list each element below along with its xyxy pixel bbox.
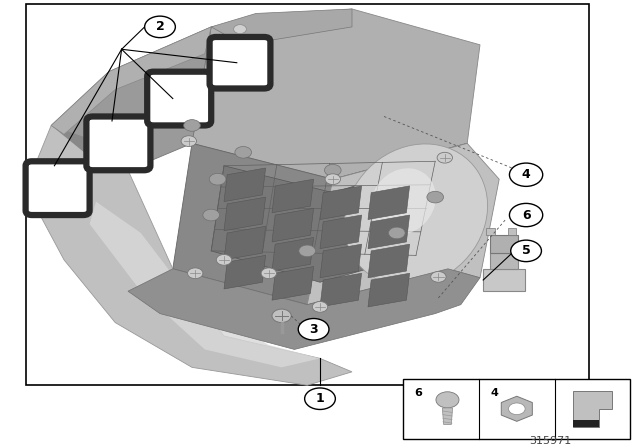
Polygon shape (573, 420, 599, 426)
Polygon shape (192, 9, 480, 179)
Circle shape (325, 174, 340, 185)
Circle shape (209, 173, 226, 185)
Polygon shape (320, 273, 362, 307)
Text: 6: 6 (415, 388, 422, 398)
Circle shape (235, 146, 252, 158)
Text: 4: 4 (490, 388, 499, 398)
Polygon shape (224, 226, 266, 260)
Circle shape (203, 209, 220, 221)
Circle shape (299, 245, 316, 257)
Polygon shape (272, 179, 314, 213)
Polygon shape (224, 168, 266, 202)
FancyBboxPatch shape (210, 37, 270, 89)
Polygon shape (573, 391, 612, 426)
Bar (490, 253, 518, 269)
Polygon shape (51, 27, 211, 134)
Circle shape (511, 240, 541, 262)
Text: 5: 5 (522, 244, 531, 258)
Polygon shape (368, 215, 410, 249)
Polygon shape (272, 208, 314, 242)
Text: 3: 3 (309, 323, 318, 336)
Circle shape (436, 392, 459, 408)
Circle shape (261, 268, 276, 279)
Polygon shape (368, 273, 410, 307)
FancyBboxPatch shape (220, 46, 260, 80)
Polygon shape (26, 125, 352, 385)
Circle shape (427, 191, 444, 203)
Circle shape (324, 164, 341, 176)
Bar (490, 235, 518, 253)
Polygon shape (224, 255, 266, 289)
Circle shape (509, 163, 543, 186)
Circle shape (312, 302, 328, 312)
Bar (508, 228, 516, 235)
Circle shape (184, 120, 200, 131)
Text: 315971: 315971 (529, 436, 572, 446)
Polygon shape (173, 143, 467, 305)
Polygon shape (320, 186, 362, 220)
FancyBboxPatch shape (97, 125, 140, 161)
Ellipse shape (371, 168, 436, 235)
Bar (486, 228, 495, 235)
Circle shape (437, 152, 452, 163)
FancyBboxPatch shape (36, 170, 79, 206)
Bar (483, 269, 525, 291)
Polygon shape (211, 9, 352, 45)
Circle shape (181, 136, 196, 146)
Circle shape (272, 309, 291, 323)
Circle shape (388, 227, 405, 239)
FancyBboxPatch shape (147, 72, 211, 125)
FancyBboxPatch shape (86, 116, 150, 170)
Polygon shape (368, 244, 410, 278)
Polygon shape (272, 267, 314, 300)
Circle shape (508, 403, 525, 415)
Polygon shape (51, 125, 128, 170)
Text: 2: 2 (156, 20, 164, 34)
Polygon shape (320, 244, 362, 278)
Circle shape (145, 16, 175, 38)
Polygon shape (442, 408, 452, 425)
Polygon shape (211, 161, 435, 282)
Polygon shape (368, 186, 410, 220)
Circle shape (431, 271, 446, 282)
Circle shape (216, 254, 232, 265)
Text: 1: 1 (316, 392, 324, 405)
FancyBboxPatch shape (26, 161, 90, 215)
Polygon shape (128, 269, 480, 349)
FancyBboxPatch shape (158, 81, 200, 116)
Polygon shape (51, 27, 211, 170)
Ellipse shape (344, 144, 488, 286)
Polygon shape (272, 237, 314, 271)
Circle shape (509, 203, 543, 227)
Text: 6: 6 (522, 208, 531, 222)
Polygon shape (224, 197, 266, 231)
Circle shape (188, 268, 203, 279)
Circle shape (298, 319, 329, 340)
Bar (403, 379, 630, 439)
Polygon shape (307, 143, 499, 305)
Bar (26, 4, 589, 385)
Text: 4: 4 (522, 168, 531, 181)
Polygon shape (90, 202, 320, 367)
Circle shape (305, 388, 335, 409)
Circle shape (234, 25, 246, 34)
Polygon shape (320, 215, 362, 249)
